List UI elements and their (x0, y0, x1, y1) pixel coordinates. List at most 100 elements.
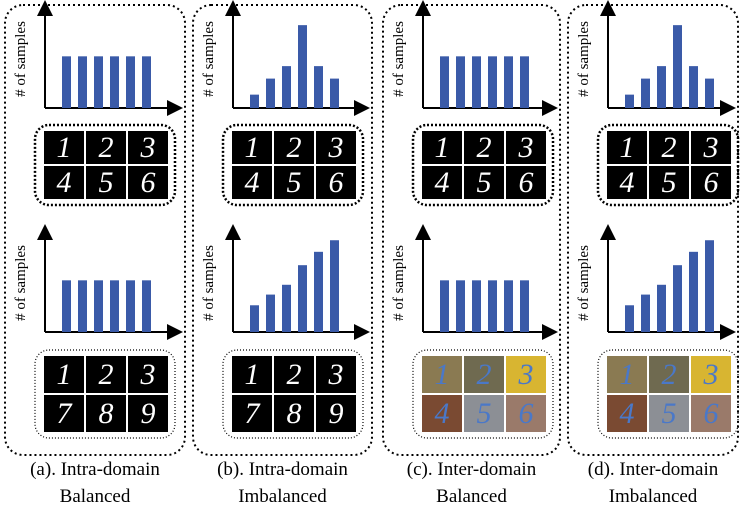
digit: 2 (99, 358, 114, 391)
digit: 2 (477, 358, 492, 391)
digit-cell (232, 395, 272, 432)
digit: 3 (140, 131, 156, 164)
digit-cell (506, 166, 546, 199)
bar (689, 251, 698, 332)
digit: 6 (141, 166, 156, 199)
digit: 8 (99, 397, 114, 430)
digit-cell (274, 131, 314, 164)
bar (298, 25, 307, 108)
digit-cell (128, 131, 168, 164)
y-axis-label: # of samples (201, 245, 217, 321)
bar (440, 280, 449, 332)
digit: 1 (57, 358, 72, 391)
digit: 2 (99, 131, 114, 164)
bar (314, 251, 323, 332)
digit: 4 (620, 397, 635, 430)
bar (625, 94, 634, 108)
bar (266, 294, 275, 332)
digit: 9 (329, 397, 344, 430)
bar (705, 78, 714, 108)
digit-cell (232, 131, 272, 164)
digit: 1 (245, 358, 260, 391)
panel-frame (4, 4, 186, 456)
digit-cell (86, 356, 126, 393)
digit-cell (422, 131, 462, 164)
digit: 3 (518, 358, 534, 391)
digit: 4 (435, 166, 450, 199)
digit: 6 (704, 397, 719, 430)
y-axis-label: # of samples (391, 21, 407, 97)
digit: 8 (287, 397, 302, 430)
digit: 5 (287, 166, 302, 199)
bar (298, 265, 307, 332)
image-frame (33, 123, 177, 207)
digit-cell (607, 356, 647, 393)
caption: Balanced (436, 486, 507, 507)
caption: Imbalanced (238, 486, 327, 507)
digit-cell (128, 395, 168, 432)
bar (266, 78, 275, 108)
digit: 2 (662, 358, 677, 391)
bar (250, 305, 259, 332)
digit-cell (44, 356, 84, 393)
caption: (c). Inter-domain (407, 459, 537, 480)
digit-cell (316, 166, 356, 199)
caption: (a). Intra-domain (30, 459, 160, 480)
digit: 2 (662, 131, 677, 164)
bar (126, 56, 135, 108)
panel-frame (567, 4, 739, 456)
digit-cell (86, 166, 126, 199)
digit-cell (316, 131, 356, 164)
bar (94, 280, 103, 332)
bar (62, 56, 71, 108)
digit: 4 (435, 397, 450, 430)
digit: 1 (435, 131, 450, 164)
digit: 3 (703, 131, 719, 164)
bar (126, 280, 135, 332)
digit-cell (128, 356, 168, 393)
digit-cell (422, 356, 462, 393)
bar (472, 56, 481, 108)
bar (504, 56, 513, 108)
digit: 1 (620, 358, 635, 391)
caption: (b). Intra-domain (217, 459, 348, 480)
caption: Imbalanced (609, 486, 698, 507)
image-frame (596, 123, 740, 207)
bar (62, 280, 71, 332)
bar (78, 56, 87, 108)
digit: 5 (477, 397, 492, 430)
digit-cell (464, 395, 504, 432)
digit: 5 (99, 166, 114, 199)
bar (472, 280, 481, 332)
bar (705, 240, 714, 332)
digit: 3 (518, 131, 534, 164)
bar (440, 56, 449, 108)
bar (689, 66, 698, 108)
bar (520, 56, 529, 108)
panel-frame (192, 4, 373, 456)
digit-cell (274, 356, 314, 393)
bar (456, 56, 465, 108)
digit: 6 (329, 166, 344, 199)
digit-cell (691, 356, 731, 393)
bar (314, 66, 323, 108)
digit-cell (274, 395, 314, 432)
caption: Balanced (60, 486, 131, 507)
digit-cell (649, 166, 689, 199)
bar (657, 284, 666, 332)
digit: 3 (140, 358, 156, 391)
digit: 9 (141, 397, 156, 430)
digit: 3 (703, 358, 719, 391)
bar (282, 66, 291, 108)
digit: 5 (477, 166, 492, 199)
bar (142, 56, 151, 108)
digit-cell (506, 356, 546, 393)
digit: 4 (57, 166, 72, 199)
digit-cell (316, 395, 356, 432)
digit-cell (86, 131, 126, 164)
digit-cell (232, 166, 272, 199)
bar (520, 280, 529, 332)
y-axis-label: # of samples (13, 245, 29, 321)
digit: 4 (620, 166, 635, 199)
